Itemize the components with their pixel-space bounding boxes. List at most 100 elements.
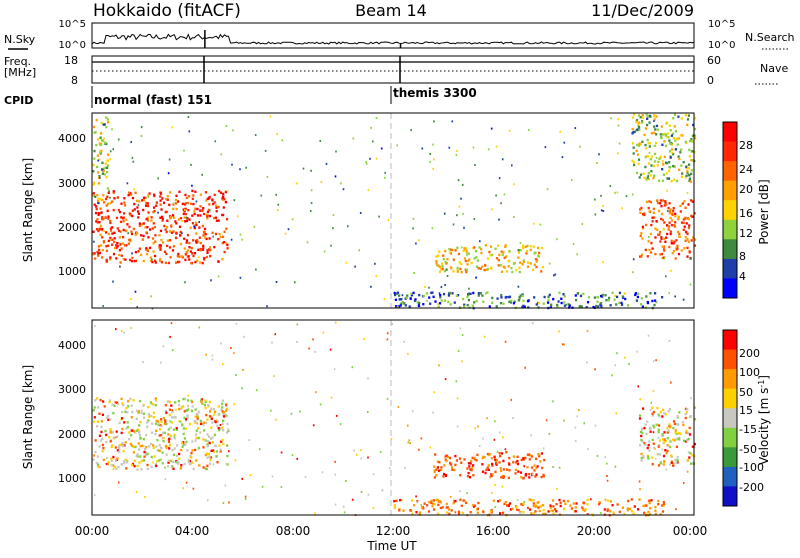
velocity-cell: [154, 433, 156, 435]
velocity-cell: [662, 510, 664, 512]
velocity-cell: [556, 503, 558, 505]
velocity-cell: [658, 414, 660, 416]
velocity-speck: [106, 463, 108, 465]
power-speck: [602, 205, 604, 207]
power-cell: [211, 198, 213, 200]
velocity-cell: [169, 401, 171, 403]
velocity-cell: [213, 408, 215, 410]
power-cell: [451, 292, 453, 294]
power-cell: [666, 224, 668, 226]
power-cell: [433, 296, 435, 298]
power-cell: [152, 227, 154, 229]
power-speck: [210, 279, 212, 281]
power-speck: [285, 233, 287, 235]
velocity-colorbar-title-close: ]: [757, 375, 771, 380]
power-cell: [130, 230, 132, 232]
power-cell: [480, 268, 482, 270]
power-cell: [477, 259, 479, 261]
power-cell: [600, 302, 602, 304]
velocity-cell: [472, 457, 474, 459]
velocity-cell: [141, 445, 143, 447]
power-cell: [636, 299, 638, 301]
power-cell: [225, 228, 227, 230]
power-cell: [106, 171, 108, 173]
power-cell: [183, 213, 185, 215]
velocity-speck: [491, 492, 493, 494]
power-cell: [178, 191, 180, 193]
power-cell: [100, 208, 102, 210]
velocity-cell: [477, 502, 479, 504]
power-cell: [136, 206, 138, 208]
power-cbar-tick: 20: [739, 183, 753, 196]
power-cell: [102, 218, 104, 220]
velocity-cell: [116, 436, 118, 438]
velocity-cell: [112, 412, 114, 414]
power-cell: [111, 200, 113, 202]
velocity-cell: [515, 506, 517, 508]
power-cell: [435, 255, 437, 257]
velocity-speck: [245, 496, 247, 498]
velocity-cell: [208, 453, 210, 455]
velocity-speck: [648, 335, 650, 337]
power-cell: [137, 210, 139, 212]
power-cell: [658, 158, 660, 160]
velocity-speck: [461, 360, 463, 362]
power-cell: [93, 183, 95, 185]
power-cell: [132, 197, 134, 199]
power-cell: [206, 256, 208, 258]
velocity-speck: [144, 496, 146, 498]
power-cell: [562, 293, 564, 295]
power-cell: [136, 232, 138, 234]
velocity-cell: [111, 444, 113, 446]
velocity-cell: [512, 461, 514, 463]
power-cell: [100, 244, 102, 246]
power-cell: [637, 296, 639, 298]
velocity-cell: [598, 503, 600, 505]
velocity-cell: [648, 449, 650, 451]
velocity-colorbar-swatch: [723, 389, 737, 409]
power-speck: [245, 167, 247, 169]
power-cell: [665, 145, 667, 147]
power-cell: [658, 180, 660, 182]
power-cell: [97, 171, 99, 173]
power-cell: [418, 305, 420, 307]
velocity-cell: [148, 445, 150, 447]
velocity-cell: [121, 463, 123, 465]
power-cell: [560, 298, 562, 300]
power-cell: [473, 246, 475, 248]
velocity-cell: [643, 427, 645, 429]
nsky-label: N.Sky: [4, 33, 36, 46]
velocity-cell: [181, 442, 183, 444]
power-cell: [161, 197, 163, 199]
power-cell: [195, 224, 197, 226]
power-speck: [418, 239, 420, 241]
power-cell: [143, 199, 145, 201]
velocity-cell: [136, 430, 138, 432]
power-cell: [683, 161, 685, 163]
power-cell: [543, 303, 545, 305]
velocity-speck: [387, 398, 389, 400]
velocity-cell: [395, 500, 397, 502]
velocity-cell: [575, 510, 577, 512]
power-cell: [152, 211, 154, 213]
velocity-cell: [540, 505, 542, 507]
velocity-cell: [226, 444, 228, 446]
power-cell: [456, 295, 458, 297]
velocity-cell: [508, 477, 510, 479]
power-cell: [641, 141, 643, 143]
power-cell: [95, 144, 97, 146]
power-cell: [668, 228, 670, 230]
power-cell: [99, 252, 101, 254]
power-cell: [203, 213, 205, 215]
power-cell: [643, 177, 645, 179]
velocity-cell: [221, 406, 223, 408]
velocity-cell: [508, 469, 510, 471]
velocity-speck: [473, 506, 475, 508]
velocity-cell: [117, 457, 119, 459]
power-speck: [326, 163, 328, 165]
velocity-cell: [197, 427, 199, 429]
power-cell: [476, 266, 478, 268]
velocity-cell: [499, 499, 501, 501]
velocity-cell: [674, 459, 676, 461]
power-cell: [645, 127, 647, 129]
